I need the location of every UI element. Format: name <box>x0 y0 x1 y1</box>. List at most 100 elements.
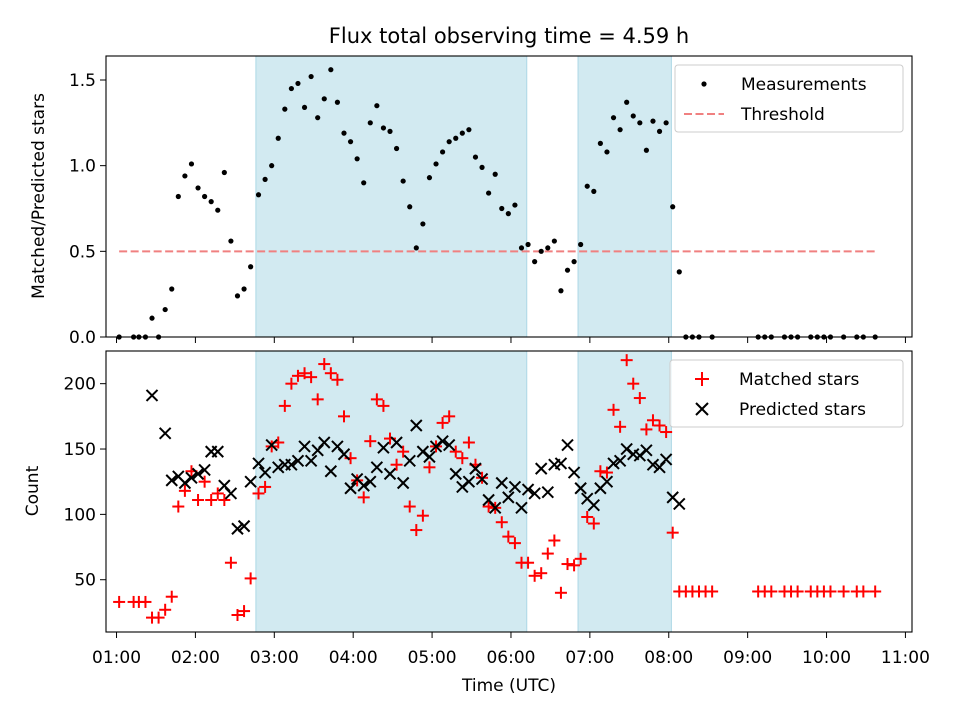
measurement-point <box>670 204 676 210</box>
matched-star-point <box>522 556 535 569</box>
measurement-point <box>624 99 630 105</box>
matched-star-point <box>837 585 850 598</box>
top-y-axis-label: Matched/Predicted stars <box>29 93 49 299</box>
x-tick-label: 04:00 <box>329 648 378 668</box>
matched-star-point <box>231 609 244 622</box>
predicted-star-point <box>244 475 257 488</box>
x-tick-label: 05:00 <box>408 648 457 668</box>
x-axis-label: Time (UTC) <box>461 676 556 696</box>
predicted-star-point <box>237 519 251 533</box>
top-y-tick-label: 1.0 <box>69 157 96 177</box>
matched-star-point <box>259 480 272 493</box>
measurement-point <box>321 96 327 102</box>
predicted-star-point <box>410 419 423 432</box>
measurement-point <box>676 269 682 275</box>
measurement-point <box>433 161 439 167</box>
measurement-point <box>162 306 168 313</box>
matched-star-point <box>370 393 383 406</box>
matched-star-point <box>113 595 126 608</box>
measurement-point <box>221 169 227 176</box>
measurement-point <box>617 127 623 133</box>
matched-star-point <box>285 377 298 390</box>
predicted-star-point <box>469 462 482 475</box>
measurement-point <box>479 164 485 170</box>
measurement-point <box>518 245 525 251</box>
matched-star-point <box>192 493 205 506</box>
measurement-point <box>650 118 656 124</box>
x-tick-label: 10:00 <box>802 648 851 668</box>
matched-star-point <box>653 419 666 432</box>
predicted-star-point <box>357 479 370 492</box>
measurement-point <box>446 139 452 145</box>
predicted-star-point <box>403 454 416 467</box>
observing-band <box>577 350 672 633</box>
measurement-point <box>545 245 551 251</box>
matched-star-point <box>568 559 581 572</box>
predicted-star-point <box>258 466 272 479</box>
top-chart-title: Flux total observing time = 4.59 h <box>329 24 689 48</box>
matched-star-point <box>660 426 673 439</box>
measurement-point <box>393 145 400 152</box>
measurement-point <box>525 241 531 248</box>
predicted-star-point <box>145 389 159 402</box>
matched-star-point <box>869 585 882 598</box>
predicted-star-point <box>370 461 384 474</box>
predicted-star-point <box>607 457 620 470</box>
matched-star-point <box>824 585 837 598</box>
predicted-star-point <box>541 485 554 499</box>
predicted-star-point <box>158 427 172 440</box>
predicted-star-point <box>224 487 238 500</box>
matched-star-point <box>620 354 633 367</box>
matched-star-point <box>357 491 370 504</box>
top-axes-frame <box>105 55 913 338</box>
measurement-point <box>380 125 387 131</box>
x-tick-label: 08:00 <box>644 648 693 668</box>
measurement-point <box>228 238 234 244</box>
x-tick-label: 03:00 <box>250 648 299 668</box>
measurement-point <box>486 190 492 196</box>
x-tick-label: 02:00 <box>171 648 220 668</box>
observing-band <box>255 350 528 633</box>
predicted-star-point <box>304 454 318 467</box>
measurement-point <box>413 245 419 251</box>
measurement-point <box>328 67 334 73</box>
measurement-point <box>453 135 459 141</box>
measurement-point <box>149 315 155 321</box>
predicted-star-point <box>252 457 265 470</box>
measurement-point <box>637 120 643 126</box>
measurement-point <box>361 180 367 186</box>
predicted-star-point <box>231 522 244 535</box>
measurement-point <box>558 288 564 294</box>
matched-star-point <box>403 500 416 513</box>
predicted-star-point <box>272 461 285 474</box>
bottom-y-tick-label: 50 <box>74 571 96 591</box>
predicted-star-point <box>574 482 587 495</box>
x-tick-label: 09:00 <box>723 648 772 668</box>
matched-star-point <box>633 392 646 405</box>
predicted-star-point <box>561 438 574 452</box>
measurement-point <box>407 204 413 210</box>
matched-star-point <box>548 534 561 547</box>
matched-star-point <box>600 466 613 479</box>
matched-star-point <box>278 399 291 412</box>
bottom-axes-frame <box>105 350 913 633</box>
predicted-star-point <box>291 454 305 467</box>
matched-star-point <box>159 603 172 616</box>
matched-star-point <box>152 611 165 624</box>
matched-star-point <box>218 493 231 506</box>
measurement-point <box>564 267 571 273</box>
measurement-point <box>604 149 610 155</box>
matched-star-point <box>443 410 456 423</box>
matched-star-point <box>390 458 403 471</box>
measurement-point <box>301 104 308 111</box>
measurement-point <box>202 193 208 200</box>
matched-star-point <box>364 435 377 448</box>
matched-star-point <box>423 461 436 474</box>
predicted-star-point <box>462 475 476 488</box>
measurement-point <box>262 176 268 182</box>
measurement-point <box>255 192 262 198</box>
matched-star-point <box>305 371 318 384</box>
predicted-star-point <box>449 467 462 481</box>
predicted-star-point <box>337 448 351 461</box>
matched-star-point <box>397 445 410 458</box>
